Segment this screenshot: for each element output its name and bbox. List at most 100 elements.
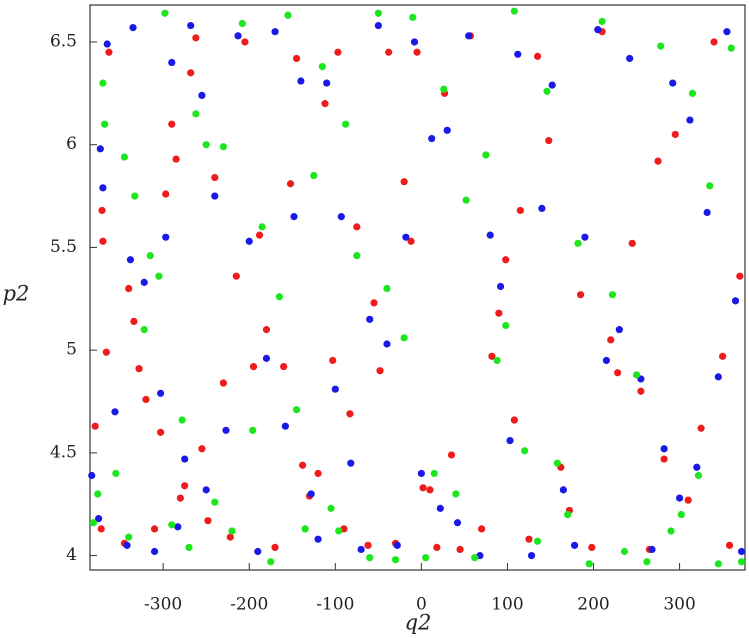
point bbox=[456, 545, 464, 554]
point bbox=[433, 543, 441, 552]
point bbox=[471, 554, 479, 562]
point bbox=[533, 52, 542, 60]
point bbox=[204, 517, 212, 525]
point bbox=[626, 54, 634, 63]
point bbox=[222, 426, 230, 434]
point bbox=[198, 445, 206, 453]
point bbox=[95, 515, 103, 523]
point bbox=[514, 50, 522, 58]
point bbox=[710, 38, 718, 46]
point bbox=[112, 469, 120, 478]
x-tick-label: 200 bbox=[577, 595, 609, 615]
point bbox=[525, 535, 533, 543]
point bbox=[585, 560, 593, 568]
point bbox=[168, 58, 176, 67]
point bbox=[533, 537, 542, 545]
point bbox=[249, 426, 257, 434]
point bbox=[615, 326, 623, 334]
point bbox=[301, 525, 309, 533]
x-tick-label: -100 bbox=[316, 595, 354, 615]
point bbox=[168, 521, 176, 529]
point bbox=[462, 196, 470, 204]
point bbox=[628, 239, 636, 247]
point bbox=[671, 130, 679, 139]
y-tick-label: 5 bbox=[66, 340, 77, 360]
point bbox=[99, 237, 107, 245]
point bbox=[150, 525, 159, 533]
point bbox=[521, 447, 529, 455]
point bbox=[249, 363, 258, 371]
point bbox=[402, 233, 410, 241]
y-tick-label: 4 bbox=[66, 545, 77, 565]
point bbox=[410, 38, 419, 46]
point bbox=[146, 252, 154, 260]
point bbox=[192, 110, 200, 118]
point bbox=[737, 547, 746, 556]
point bbox=[559, 486, 567, 494]
point bbox=[538, 204, 546, 212]
point bbox=[400, 178, 408, 186]
point bbox=[693, 463, 701, 471]
point bbox=[174, 523, 182, 531]
point bbox=[426, 486, 434, 494]
point bbox=[125, 284, 133, 293]
point bbox=[96, 145, 104, 153]
point bbox=[297, 77, 305, 85]
point bbox=[123, 541, 131, 549]
point bbox=[714, 560, 722, 568]
point bbox=[155, 272, 163, 280]
x-tick-label: 100 bbox=[491, 595, 523, 615]
point bbox=[643, 558, 651, 566]
point bbox=[129, 24, 137, 32]
point bbox=[102, 348, 110, 356]
y-tick-label: 4.5 bbox=[50, 442, 77, 462]
point bbox=[366, 554, 374, 562]
point bbox=[232, 272, 240, 280]
point bbox=[370, 299, 378, 307]
x-axis-label: q2 bbox=[405, 611, 432, 635]
point bbox=[737, 558, 746, 566]
point bbox=[140, 278, 148, 286]
point bbox=[226, 533, 234, 541]
point bbox=[675, 494, 684, 502]
point bbox=[684, 496, 692, 504]
point bbox=[667, 527, 675, 535]
point bbox=[202, 141, 210, 149]
point bbox=[329, 356, 337, 365]
point bbox=[292, 54, 301, 63]
point bbox=[493, 356, 501, 365]
point bbox=[255, 231, 264, 239]
point bbox=[290, 213, 298, 221]
point bbox=[275, 293, 283, 301]
point bbox=[156, 389, 165, 397]
point bbox=[335, 527, 343, 535]
point bbox=[111, 408, 119, 416]
point bbox=[502, 321, 510, 330]
point bbox=[488, 352, 496, 360]
point bbox=[192, 34, 200, 42]
point bbox=[176, 494, 184, 502]
point bbox=[570, 541, 579, 549]
point bbox=[374, 21, 382, 30]
point bbox=[657, 42, 665, 50]
point bbox=[413, 48, 421, 56]
point bbox=[161, 9, 169, 17]
point bbox=[254, 547, 262, 556]
point bbox=[428, 134, 436, 143]
point bbox=[280, 363, 288, 371]
point bbox=[694, 471, 703, 480]
point bbox=[150, 547, 159, 556]
point bbox=[594, 26, 602, 34]
point bbox=[516, 206, 524, 215]
point bbox=[510, 416, 518, 424]
y-tick-label: 6.5 bbox=[50, 31, 77, 51]
point bbox=[346, 410, 354, 418]
point bbox=[168, 120, 176, 128]
point bbox=[440, 85, 448, 93]
x-tick-label: -200 bbox=[230, 595, 268, 615]
point bbox=[607, 336, 615, 344]
point bbox=[407, 237, 415, 245]
point bbox=[422, 554, 430, 562]
point bbox=[99, 184, 107, 192]
point bbox=[496, 282, 505, 291]
